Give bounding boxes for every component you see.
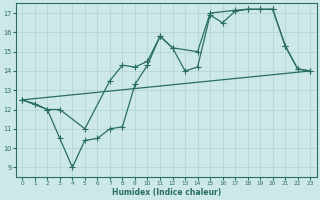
X-axis label: Humidex (Indice chaleur): Humidex (Indice chaleur) bbox=[112, 188, 221, 197]
